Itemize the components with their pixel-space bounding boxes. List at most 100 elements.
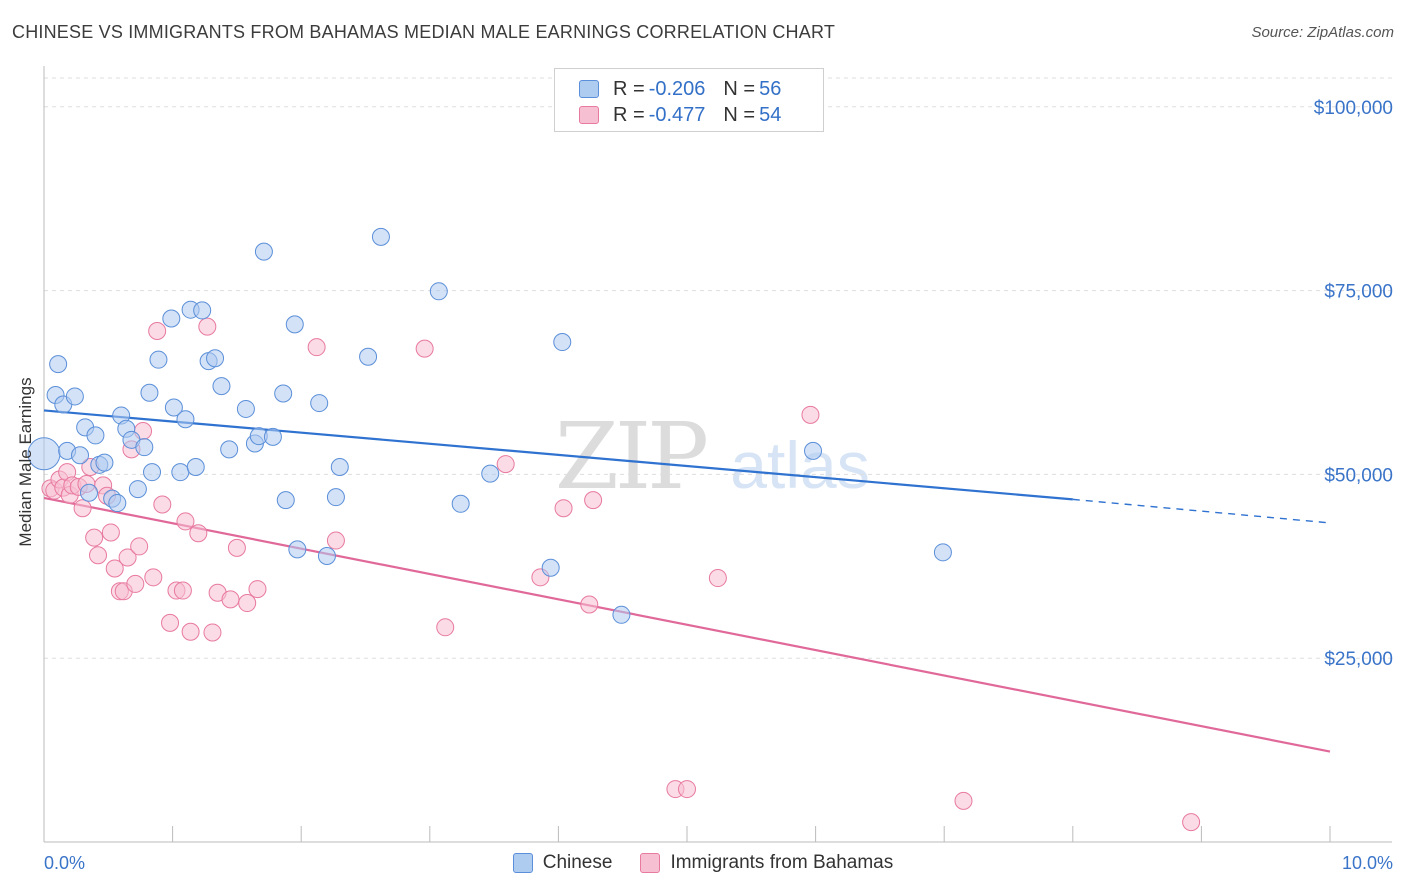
data-point-bahamas [105,559,124,578]
data-point-bahamas [176,512,195,531]
data-point-chinese [274,384,293,403]
data-point-bahamas [126,574,145,593]
series-chinese-points [27,227,952,624]
data-point-chinese [933,543,952,562]
data-point-bahamas [221,590,240,609]
legend-label-chinese: Chinese [542,852,613,873]
y-tick-labels: $25,000 $50,000 $75,000 $100,000 [1314,98,1393,670]
gridlines [44,77,1392,659]
data-point-chinese [310,394,329,413]
data-point-bahamas [436,618,455,637]
data-point-chinese [80,483,99,502]
y-tick-label: $50,000 [1324,465,1393,486]
data-point-chinese [143,463,162,482]
data-point-bahamas [89,546,108,565]
y-tick-label: $25,000 [1324,649,1393,670]
data-point-chinese [164,398,183,417]
data-point-bahamas [1182,813,1201,832]
data-point-bahamas [580,595,599,614]
data-point-chinese [128,480,147,499]
chinese-swatch [512,853,533,873]
data-point-chinese [49,355,68,374]
data-point-bahamas [181,622,200,641]
data-point-bahamas [307,338,326,357]
data-point-chinese [330,458,349,477]
bahamas-swatch [579,106,599,124]
data-point-bahamas [954,791,973,810]
data-point-chinese [451,494,470,513]
data-point-chinese [135,438,154,457]
correlation-legend: R = -0.206 N = 56 R = -0.477 N = 54 [554,68,824,132]
data-point-chinese [186,458,205,477]
watermark-atlas: atlas [730,428,869,502]
y-tick-label: $100,000 [1314,98,1393,119]
series-bahamas-points [41,317,1201,832]
data-point-chinese [612,605,631,624]
data-point-bahamas [678,780,696,799]
data-point-bahamas [118,548,137,567]
data-point-bahamas [153,495,172,514]
n-label: N = [723,103,756,126]
trend-line-bahamas [43,496,1331,753]
data-point-chinese [149,350,168,369]
data-point-chinese [804,441,823,460]
r-label: R = [613,77,645,100]
data-point-bahamas [144,568,163,587]
legend-item-chinese[interactable]: Chinese [512,852,613,874]
data-point-chinese [206,349,225,368]
data-point-bahamas [148,322,167,341]
data-point-bahamas [326,531,345,550]
data-point-chinese [326,488,345,507]
data-point-bahamas [238,594,257,613]
bahamas-swatch [640,853,661,873]
legend-row-bahamas: R = -0.477 N = 54 [579,103,781,127]
n-label: N = [723,77,756,100]
legend-item-bahamas[interactable]: Immigrants from Bahamas [640,852,893,874]
data-point-chinese [285,315,304,334]
data-point-bahamas [801,405,820,424]
data-point-bahamas [73,499,92,518]
r-label: R = [613,103,645,126]
data-point-chinese [263,427,282,446]
series-legend: Chinese Immigrants from Bahamas [0,852,1406,874]
data-point-bahamas [227,538,246,557]
data-point-chinese [162,309,181,328]
data-point-chinese [359,347,378,366]
data-point-bahamas [554,499,573,518]
legend-row-chinese: R = -0.206 N = 56 [579,77,781,101]
data-point-chinese [171,463,190,482]
data-point-bahamas [248,580,267,599]
data-point-bahamas [584,491,603,510]
chart-title: CHINESE VS IMMIGRANTS FROM BAHAMAS MEDIA… [12,22,836,42]
data-point-chinese [288,540,307,559]
data-point-chinese [276,491,295,510]
data-point-bahamas [203,623,222,642]
watermark: ZIP atlas [555,403,870,510]
y-tick-label: $75,000 [1324,282,1393,303]
data-point-bahamas [130,537,149,556]
data-point-chinese [220,440,239,459]
data-point-bahamas [173,581,192,600]
data-point-chinese [140,383,159,402]
data-point-chinese [212,377,231,396]
data-point-chinese [236,399,255,418]
data-point-chinese [65,387,84,406]
chinese-swatch [579,80,599,98]
data-point-bahamas [415,339,434,358]
data-point-chinese [541,558,560,577]
source-attribution: Source: ZipAtlas.com [1251,24,1394,41]
data-point-chinese [108,494,127,513]
data-point-chinese [429,282,448,301]
data-point-chinese [553,333,572,352]
data-point-bahamas [85,528,104,547]
data-point-bahamas [189,524,208,543]
data-point-chinese [317,546,336,565]
data-point-chinese [176,410,195,429]
data-point-chinese [481,464,500,483]
axes [43,66,1392,843]
r-value: -0.206 [648,77,706,100]
data-point-chinese [193,301,212,320]
x-tick-label: 10.0% [1342,853,1393,873]
trend-line-chinese [43,409,1073,501]
